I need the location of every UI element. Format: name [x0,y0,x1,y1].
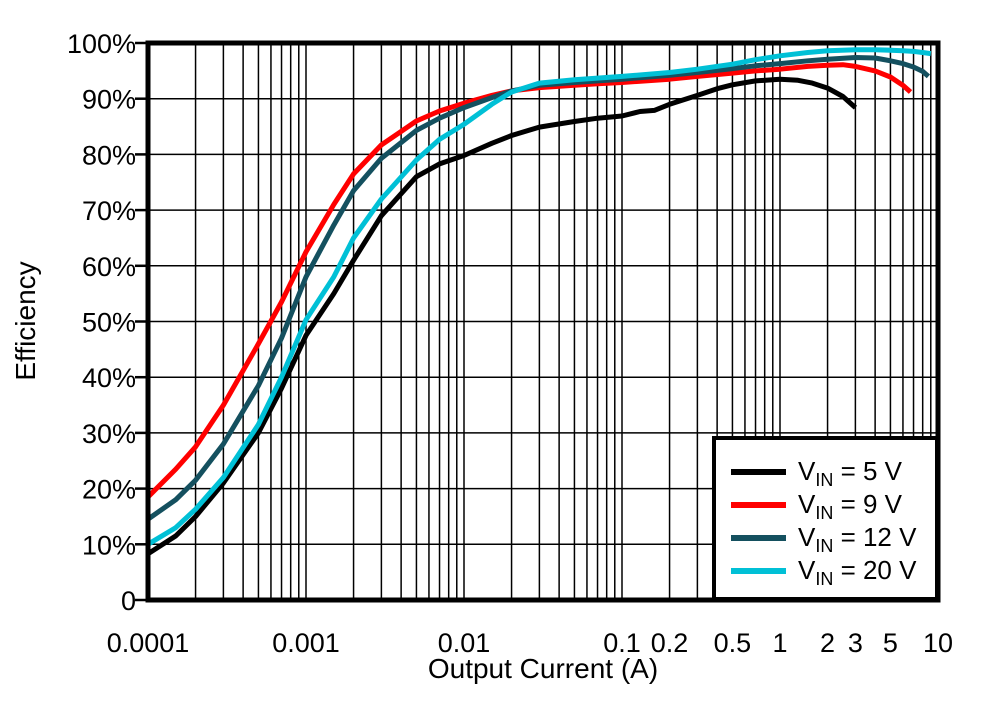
legend-line-swatch [731,468,786,475]
plot-frame [145,40,941,603]
legend-item-vin-9v: VIN = 9 V [716,488,935,524]
y-tick-label: 30% [82,419,136,449]
y-tick-label: 40% [82,363,136,393]
legend-label: VIN = 9 V [798,489,902,524]
y-tick-label: 80% [82,140,136,170]
series-line-vin-9v [146,62,913,499]
x-tick-label: 1 [772,628,787,658]
legend-item-vin-5v: VIN = 5 V [716,455,935,491]
x-tick-label: 0.0001 [107,628,190,658]
x-tick-label: 2 [820,628,835,658]
legend-line-swatch [731,501,786,508]
x-tick-label: 0.01 [438,628,491,658]
legend-label: VIN = 20 V [798,555,917,590]
y-tick-label: 60% [82,252,136,282]
y-tick-labels: 0 10% 20% 30% 40% 50% 60% 70% 80% 90% 100% [67,29,136,616]
legend-item-vin-12v: VIN = 12 V [716,521,935,557]
y-tick-label: 70% [82,196,136,226]
series-line-vin-20v [146,47,932,547]
legend-label: VIN = 5 V [798,456,902,491]
y-tick-label: 0 [121,586,136,616]
legend-line-swatch [731,534,786,541]
y-axis-title: Efficiency [10,261,41,381]
x-tick-label: 0.5 [714,628,752,658]
x-tick-label: 0.1 [603,628,641,658]
x-tick-label: 3 [848,628,863,658]
legend-item-vin-20v: VIN = 20 V [716,554,935,590]
x-tick-label: 5 [883,628,898,658]
legend-label: VIN = 12 V [798,522,917,557]
legend-line-swatch [731,567,786,574]
y-tick-label: 10% [82,530,136,560]
y-tick-label: 90% [82,85,136,115]
y-axis-ticks [135,41,146,602]
x-tick-label: 0.001 [272,628,340,658]
series-line-vin-5v [146,76,858,556]
x-tick-labels: 0.0001 0.001 0.01 0.1 0.2 0.5 1 2 3 5 10 [107,628,953,658]
x-tick-label: 10 [923,628,953,658]
y-tick-label: 50% [82,308,136,338]
curves [146,47,932,556]
x-axis-title: Output Current (A) [427,653,659,684]
y-tick-label: 100% [67,29,136,59]
series-line-vin-12v [146,55,931,522]
x-tick-label: 0.2 [651,628,689,658]
y-tick-label: 20% [82,475,136,505]
legend: VIN = 5 V VIN = 9 V VIN = 12 V VIN = 20 V [712,436,939,601]
